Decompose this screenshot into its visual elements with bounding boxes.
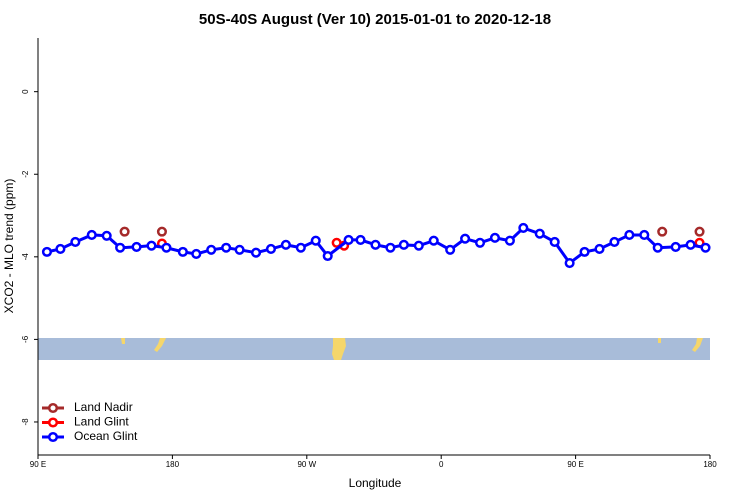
x-tick-label: 90 W [297,460,316,469]
point [460,233,471,244]
point [41,246,53,257]
x-tick-label: 90 E [567,460,583,469]
point [131,241,142,252]
point [504,235,515,246]
point [355,234,366,245]
point [579,246,590,257]
point [221,242,232,253]
point [670,241,681,252]
point [370,239,381,250]
point [55,243,66,255]
point [265,243,277,255]
point [177,246,188,257]
point [398,239,409,250]
point [639,229,650,240]
point [295,242,306,253]
y-tick-label: 0 [21,89,30,94]
legend-label: Land Glint [74,415,129,429]
point [86,229,97,240]
y-tick-label: -2 [21,170,30,178]
point [700,242,711,253]
y-axis-label: XCO2 - MLO trend (ppm) [2,179,16,314]
legend-marker [47,402,59,414]
map-strip [38,338,710,360]
point [624,229,635,240]
point [652,242,663,253]
point [250,247,262,258]
x-axis-label: Longitude [349,476,402,490]
point [564,257,575,269]
x-tick-label: 180 [703,460,717,469]
point [594,243,605,255]
point [156,226,167,237]
point [310,235,321,246]
point [206,244,217,255]
point [685,239,696,250]
x-tick-label: 0 [439,460,444,469]
point [234,244,245,255]
y-tick-label: -8 [21,418,30,426]
point [489,232,501,243]
x-tick-label: 90 E [30,460,46,469]
x-tick-label: 180 [166,460,180,469]
point [694,226,705,237]
y-tick-label: -6 [21,335,30,343]
point [343,234,354,245]
point [101,230,112,241]
point [474,237,486,248]
point [280,239,291,250]
point [161,242,172,253]
chart-title: 50S-40S August (Ver 10) 2015-01-01 to 20… [199,11,551,28]
point [413,240,424,251]
point [428,235,439,246]
point [534,228,545,239]
legend-marker [47,417,59,428]
y-tick-label: -4 [21,253,30,261]
point [657,226,668,237]
point [322,250,333,262]
legend-label: Land Nadir [74,400,133,414]
legend-label: Ocean Glint [74,429,138,443]
point [119,226,130,237]
point [518,222,529,233]
point [385,242,396,253]
point [70,236,81,248]
legend-marker [47,431,59,443]
point [146,240,157,251]
point [549,236,560,248]
point [115,242,126,253]
point [445,244,456,255]
point [191,248,202,259]
point [609,236,620,248]
